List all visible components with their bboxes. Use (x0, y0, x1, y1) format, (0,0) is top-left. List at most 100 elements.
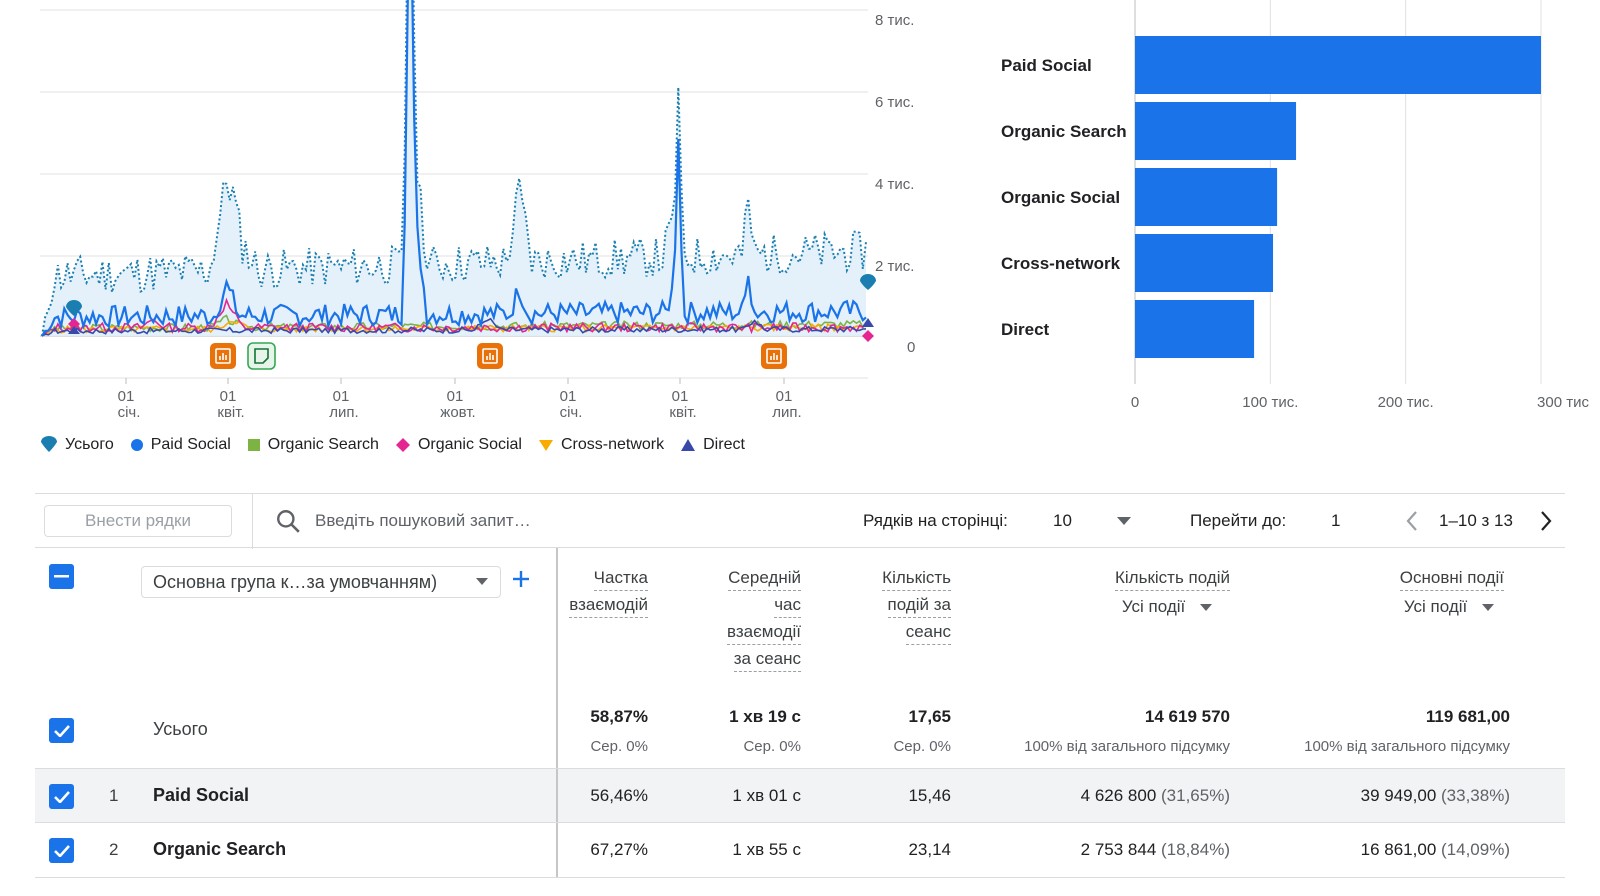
header-text: час (774, 593, 801, 618)
line-chart-grid (40, 9, 868, 379)
direct-marker (68, 326, 80, 334)
header-text: взаємодій (569, 593, 648, 618)
header-text: Середній (728, 566, 801, 591)
legend-item-organic-social[interactable]: Organic Social (395, 436, 522, 454)
x-tick-label: 01 (220, 388, 237, 405)
search-input[interactable] (315, 506, 735, 536)
legend-item-paid-social[interactable]: Paid Social (130, 436, 231, 454)
bar-organic-search[interactable] (1135, 102, 1297, 160)
x-tick-label: лип. (329, 404, 358, 421)
bar-category-label: Organic Social (1001, 188, 1120, 207)
total-pin-marker (66, 300, 82, 316)
bar-x-tick-label: 100 тис. (1242, 394, 1298, 411)
square-icon (247, 439, 260, 451)
rows-per-page-select[interactable]: 10 (1053, 511, 1072, 530)
row-checkbox[interactable] (49, 838, 74, 863)
annotation-icon[interactable] (210, 343, 236, 369)
chevron-right-icon[interactable] (1539, 510, 1553, 532)
header-text: Частка (593, 566, 648, 591)
table-row-highlight (35, 769, 1565, 822)
legend-label: Organic Search (267, 436, 379, 453)
percent: (33,38%) (1441, 786, 1510, 805)
header-text: подій за (887, 593, 951, 618)
add-dimension-icon[interactable] (510, 568, 532, 590)
bar-paid-social[interactable] (1135, 36, 1541, 94)
row-index: 2 (109, 840, 119, 859)
bar-direct[interactable] (1135, 300, 1255, 358)
total-engagement-rate: 58,87% (590, 707, 648, 726)
value: 4 626 800 (1080, 786, 1157, 805)
legend-item-total[interactable]: Усього (40, 436, 114, 454)
y-tick-label: 2 тис. (875, 258, 914, 275)
chevron-down-icon (1482, 604, 1494, 611)
x-tick-label: 01 (333, 388, 350, 405)
row-divider (35, 768, 1565, 769)
total-pin-icon (41, 436, 57, 452)
x-tick-label: січ. (118, 404, 141, 421)
chevron-left-icon[interactable] (1405, 510, 1419, 532)
table-column-divider (556, 548, 558, 878)
header-events-per-session[interactable]: Кількість подій за сеанс (882, 564, 951, 645)
check-icon (53, 791, 70, 803)
x-tick-label: 01 (672, 388, 689, 405)
total-row-checkbox[interactable] (49, 718, 74, 743)
event-count-filter[interactable]: Усі події (1122, 597, 1212, 617)
filter-label: Усі події (1121, 597, 1186, 616)
row-index: 1 (109, 786, 119, 805)
row-divider (35, 822, 1565, 823)
y-tick-label: 8 тис. (875, 12, 914, 29)
organic-social-marker-end (862, 330, 874, 342)
header-text: за сеанс (733, 647, 801, 672)
select-all-checkbox[interactable] (49, 564, 74, 589)
legend-label: Cross-network (560, 436, 665, 453)
total-key-events-sub: 100% від загального підсумку (1304, 738, 1510, 755)
row-divider (35, 877, 1565, 878)
circle-icon (130, 439, 143, 451)
legend-item-direct[interactable]: Direct (680, 436, 745, 454)
diamond-icon (395, 438, 410, 452)
value: 2 753 844 (1080, 840, 1157, 859)
total-key-events: 119 681,00 (1425, 707, 1510, 726)
total-pin-marker-end (860, 274, 876, 290)
chevron-down-icon (476, 578, 488, 585)
filter-label: Усі події (1403, 597, 1468, 616)
row-channel-link[interactable]: Organic Search (153, 839, 287, 859)
bar-x-tick-label: 200 тис. (1378, 394, 1434, 411)
row-event-count: 2 753 844 (18,84%) (1081, 840, 1230, 860)
x-tick-label: лип. (772, 404, 801, 421)
annotation-icon[interactable] (477, 343, 503, 369)
triangle-down-icon (538, 440, 553, 451)
y-axis-labels: 8 тис. 6 тис. 4 тис. 2 тис. 0 (875, 12, 915, 356)
row-avg-time: 1 хв 01 с (732, 786, 801, 805)
percent: (18,84%) (1161, 840, 1230, 859)
header-key-events[interactable]: Основні події (1399, 564, 1504, 591)
chevron-down-icon[interactable] (1117, 517, 1131, 526)
total-event-count: 14 619 570 (1144, 707, 1230, 726)
legend-item-cross-network[interactable]: Cross-network (538, 436, 664, 454)
row-events-per-session: 15,46 (908, 786, 951, 805)
add-rows-button[interactable]: Внести рядки (44, 505, 232, 537)
line-chart: 8 тис. 6 тис. 4 тис. 2 тис. 0 01січ.01кв… (40, 0, 915, 421)
header-engagement-rate[interactable]: Частка взаємодій (569, 564, 648, 618)
minus-icon (54, 575, 69, 578)
bar-cross-network[interactable] (1135, 234, 1274, 292)
total-events-per-session-sub: Сер. 0% (893, 738, 951, 755)
check-icon (53, 725, 70, 737)
bar-organic-social[interactable] (1135, 168, 1278, 226)
header-event-count[interactable]: Кількість подій (1114, 564, 1230, 591)
direct-marker-end (862, 318, 874, 327)
row-channel-link[interactable]: Paid Social (153, 785, 250, 805)
row-checkbox[interactable] (49, 784, 74, 809)
table-toolbar: Внести рядки Рядків на сторінці: 10 Пере… (35, 493, 1565, 549)
total-avg-time: 1 хв 19 с (729, 707, 801, 726)
total-area (42, 0, 866, 336)
annotation-icon[interactable] (761, 343, 787, 369)
dimension-select[interactable]: Основна група к…за умовчанням) (141, 566, 501, 598)
legend-item-organic-search[interactable]: Organic Search (247, 436, 379, 454)
key-events-filter[interactable]: Усі події (1404, 597, 1494, 617)
note-icon[interactable] (247, 342, 276, 370)
go-to-input[interactable]: 1 (1331, 511, 1341, 530)
go-to-label: Перейти до: (1190, 511, 1287, 530)
row-event-count: 4 626 800 (31,65%) (1081, 786, 1230, 806)
header-avg-engagement-time[interactable]: Середній час взаємодії за сеанс (727, 564, 801, 672)
